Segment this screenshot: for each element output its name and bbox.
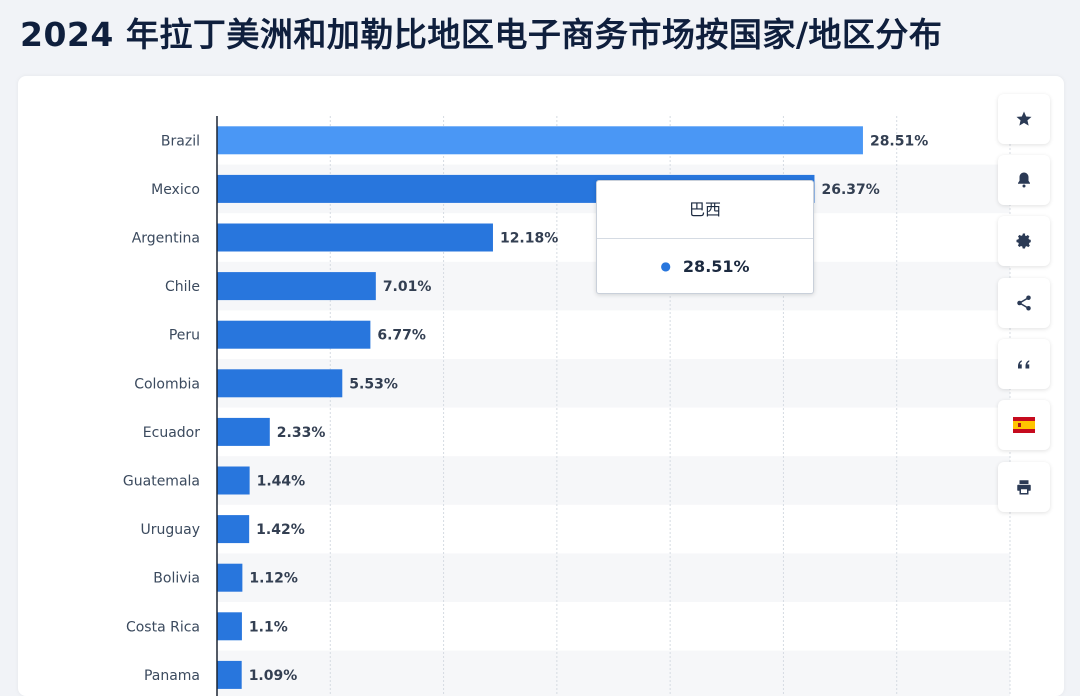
row-band	[217, 650, 1010, 696]
category-label: Peru	[169, 328, 200, 344]
star-icon	[1016, 111, 1032, 126]
tooltip-value: 28.51%	[682, 256, 750, 276]
page-title: 2024 年拉丁美洲和加勒比地区电子商务市场按国家/地区分布	[20, 15, 943, 54]
share-button[interactable]	[998, 278, 1050, 328]
bar-colombia[interactable]	[217, 369, 343, 398]
chart-tooltip: 巴西 ● 28.51%	[596, 180, 814, 294]
value-label: 2.33%	[277, 425, 326, 441]
category-label: Argentina	[132, 231, 200, 247]
bar-guatemala[interactable]	[217, 466, 250, 495]
bar-ecuador[interactable]	[217, 417, 270, 446]
category-label: Costa Rica	[126, 619, 200, 635]
category-label: Mexico	[151, 182, 200, 198]
category-label: Guatemala	[123, 474, 200, 490]
bar-panama[interactable]	[217, 660, 242, 689]
row-band	[217, 456, 1010, 505]
value-label: 28.51%	[870, 133, 928, 149]
gear-icon	[1016, 233, 1031, 249]
tooltip-title: 巴西	[597, 181, 813, 239]
value-label: 1.44%	[257, 474, 306, 490]
category-label: Uruguay	[141, 522, 201, 538]
value-label: 5.53%	[349, 376, 398, 392]
cite-button[interactable]	[998, 339, 1050, 389]
category-label: Bolivia	[153, 571, 200, 587]
value-label: 1.09%	[249, 668, 298, 684]
language-button[interactable]	[998, 400, 1050, 450]
bar-argentina[interactable]	[217, 223, 493, 252]
value-label: 1.42%	[256, 522, 305, 538]
value-label: 6.77%	[377, 328, 426, 344]
value-label: 1.1%	[249, 619, 288, 635]
bar-chile[interactable]	[217, 272, 376, 301]
value-label: 26.37%	[821, 182, 879, 198]
settings-button[interactable]	[998, 216, 1050, 266]
bar-brazil[interactable]	[217, 126, 863, 155]
share-icon	[1017, 295, 1031, 311]
row-band	[217, 553, 1010, 602]
category-label: Brazil	[161, 133, 200, 149]
row-band	[217, 359, 1010, 408]
category-label: Chile	[165, 279, 200, 295]
bar-peru[interactable]	[217, 320, 371, 349]
category-label: Panama	[144, 668, 200, 684]
category-label: Colombia	[134, 376, 200, 392]
spain-flag-icon	[1013, 417, 1035, 433]
value-label: 1.12%	[249, 571, 298, 587]
printer-icon	[1017, 480, 1031, 495]
value-label: 7.01%	[383, 279, 432, 295]
bar-uruguay[interactable]	[217, 515, 250, 544]
favorite-button[interactable]	[998, 94, 1050, 144]
bar-chart[interactable]: Brazil 28.51% Mexico 26.37% Argentina 12.18% C…	[18, 76, 1064, 696]
value-label: 12.18%	[500, 231, 558, 247]
bell-icon	[1018, 172, 1030, 188]
chart-card: Brazil 28.51% Mexico 26.37% Argentina 12.18% C…	[18, 76, 1064, 696]
print-button[interactable]	[998, 462, 1050, 512]
tooltip-series-dot: ●	[660, 259, 671, 273]
bar-costa-rica[interactable]	[217, 612, 242, 641]
tooltip-body: ● 28.51%	[597, 239, 813, 293]
bar-bolivia[interactable]	[217, 563, 243, 592]
category-label: Ecuador	[143, 425, 200, 441]
notification-button[interactable]	[998, 155, 1050, 205]
quote-icon	[1018, 360, 1030, 369]
